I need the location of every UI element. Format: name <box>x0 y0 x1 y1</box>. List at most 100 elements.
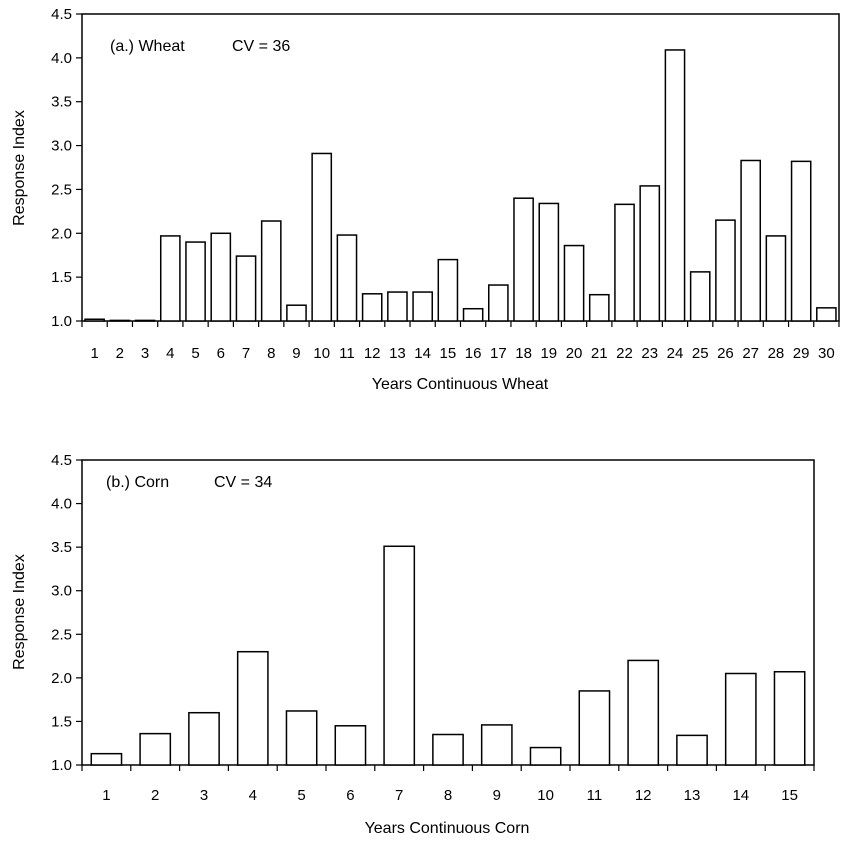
bar-group <box>84 49 837 322</box>
x-tick-label: 2 <box>151 787 159 804</box>
wheat-chart-panel: (a.) Wheat CV = 36 Response Index Years … <box>11 6 840 393</box>
x-tick-label: 14 <box>414 345 431 362</box>
y-tick-label: 2.5 <box>51 181 72 198</box>
x-tick-label: 4 <box>249 787 257 804</box>
x-tick-label: 5 <box>191 345 199 362</box>
x-tick-label: 9 <box>493 787 501 804</box>
x-tick-label: 26 <box>717 345 734 362</box>
bar <box>412 291 433 322</box>
bar <box>361 293 383 322</box>
x-tick-label: 29 <box>793 345 810 362</box>
bar <box>614 203 635 322</box>
x-tick-label: 25 <box>692 345 709 362</box>
bar <box>387 291 408 322</box>
x-tick-label: 15 <box>781 787 798 804</box>
x-tick-label: 21 <box>591 345 608 362</box>
bar <box>188 711 220 766</box>
x-tick-label: 9 <box>292 345 300 362</box>
x-tick-label: 12 <box>364 345 381 362</box>
x-tick-label: 30 <box>818 345 835 362</box>
bar <box>773 671 806 766</box>
bar <box>159 235 181 322</box>
bar-group <box>90 545 806 766</box>
cv-label: CV = 36 <box>232 38 290 55</box>
x-tick-label: 13 <box>684 787 701 804</box>
y-tick-label: 1.5 <box>51 269 72 286</box>
corn-chart-panel: (b.) Corn CV = 34 Response Index Years C… <box>11 452 815 837</box>
bar <box>529 746 562 766</box>
bar <box>185 241 206 322</box>
x-tick-label: 3 <box>141 345 149 362</box>
x-tick-label: 19 <box>540 345 557 362</box>
bar <box>676 734 708 766</box>
x-tick-label: 13 <box>389 345 406 362</box>
bar <box>627 659 660 766</box>
x-axis-title: Years Continuous Corn <box>365 820 530 837</box>
panel-label: (a.) Wheat <box>110 38 185 55</box>
panel-label: (b.) Corn <box>106 474 169 491</box>
x-tick-label: 11 <box>339 345 355 362</box>
x-tick-label: 10 <box>313 345 330 362</box>
x-tick-label: 15 <box>440 345 457 362</box>
bar <box>236 650 269 766</box>
y-tick-label: 2.0 <box>51 225 72 242</box>
y-tick-label: 1.0 <box>51 313 72 330</box>
y-axis-title: Response Index <box>11 554 28 670</box>
x-tick-label: 28 <box>768 345 785 362</box>
bar <box>235 255 257 322</box>
y-tick-label: 4.0 <box>51 50 72 67</box>
bar <box>790 160 812 322</box>
bar <box>139 732 172 766</box>
bar <box>740 159 762 322</box>
bar <box>383 545 416 766</box>
x-tick-label: 1 <box>90 345 98 362</box>
bar <box>563 244 585 322</box>
x-tick-label: 18 <box>515 345 532 362</box>
y-tick-label: 3.5 <box>51 539 72 556</box>
y-tick-label: 4.5 <box>51 452 72 469</box>
bar <box>689 271 711 322</box>
x-tick-label: 8 <box>444 787 452 804</box>
bar <box>432 733 464 766</box>
x-tick-label: 5 <box>297 787 305 804</box>
bar <box>715 219 736 322</box>
bar <box>260 220 282 322</box>
x-tick-label: 8 <box>267 345 275 362</box>
bar <box>109 319 131 322</box>
y-tick-group: 1.0 1.5 2.0 2.5 3.0 3.5 4.0 4.5 <box>51 452 82 774</box>
bar <box>84 318 105 322</box>
y-tick-group: 1.0 1.5 2.0 2.5 3.0 3.5 4.0 4.5 <box>51 6 82 330</box>
x-tick-label: 10 <box>537 787 554 804</box>
bar <box>639 185 661 322</box>
y-tick-label: 4.5 <box>51 6 72 23</box>
bar <box>334 725 367 766</box>
bar <box>765 235 787 322</box>
y-tick-label: 3.0 <box>51 138 72 155</box>
bar <box>210 232 232 322</box>
x-tick-label: 7 <box>242 345 250 362</box>
y-tick-label: 4.0 <box>51 496 72 513</box>
x-tick-label: 6 <box>217 345 225 362</box>
x-tick-label: 14 <box>732 787 749 804</box>
bar <box>285 710 318 766</box>
x-tick-label: 27 <box>742 345 759 362</box>
x-tick-label: 23 <box>641 345 658 362</box>
x-axis-title: Years Continuous Wheat <box>372 376 549 393</box>
cv-label: CV = 34 <box>214 474 272 491</box>
bar <box>664 49 686 322</box>
x-tick-label: 6 <box>346 787 354 804</box>
x-tick-label: 16 <box>465 345 482 362</box>
y-axis-title: Response Index <box>11 110 28 226</box>
x-tick-label: 7 <box>395 787 403 804</box>
x-tick-label: 17 <box>490 345 507 362</box>
x-tick-label: 4 <box>166 345 174 362</box>
x-tick-label: 24 <box>667 345 684 362</box>
y-tick-label: 3.0 <box>51 583 72 600</box>
y-tick-label: 1.5 <box>51 713 72 730</box>
bar <box>513 197 534 322</box>
x-tick-label: 20 <box>566 345 583 362</box>
x-tick-label: 1 <box>102 787 110 804</box>
x-tick-group: 1 2 3 4 5 6 7 8 9 10 11 12 13 14 15 <box>81 765 815 804</box>
bar <box>538 202 560 322</box>
